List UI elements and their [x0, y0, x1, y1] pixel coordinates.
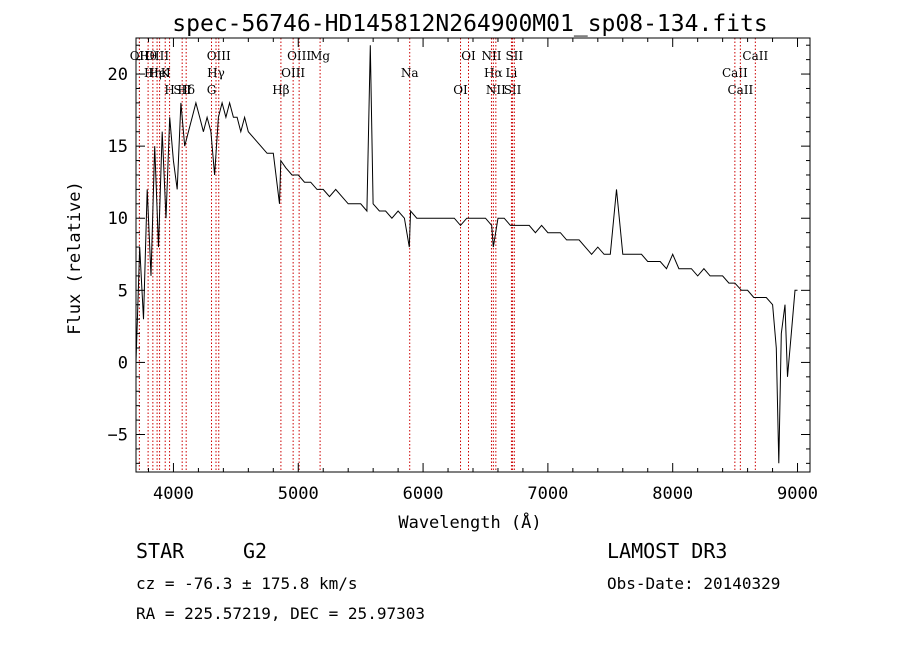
x-tick-label: 7000 — [527, 484, 568, 504]
y-tick-label: 20 — [108, 65, 128, 85]
x-axis-label: Wavelength (Å) — [398, 511, 541, 533]
line-marker-label: NII — [481, 49, 501, 63]
line-marker-label: Hγ — [207, 66, 225, 80]
x-tick-label: 6000 — [403, 484, 444, 504]
line-marker-label: Hη — [144, 66, 162, 80]
y-tick-label: 0 — [118, 353, 128, 373]
line-marker-label: OI — [453, 83, 468, 97]
redshift-info: cz = -76.3 ± 175.8 km/s — [136, 574, 358, 593]
line-marker-label: G — [207, 83, 217, 97]
survey-name: LAMOST DR3 — [607, 539, 727, 563]
y-tick-label: 5 — [118, 281, 128, 301]
line-marker-label: OIII — [281, 66, 305, 80]
line-marker-label: K — [161, 66, 171, 80]
line-marker-label: OIII — [287, 49, 311, 63]
x-tick-label: 9000 — [777, 484, 818, 504]
line-marker-label: CaII — [727, 83, 753, 97]
line-marker-label: SII — [505, 49, 523, 63]
spectral-line-markers: HθKHδOIIHeISIIOIIIHηHOIIIHγGOIIIOIIIHβMg… — [130, 38, 768, 472]
x-tick-label: 5000 — [278, 484, 319, 504]
line-marker-label: OI — [461, 49, 476, 63]
line-marker-label: HeI — [148, 66, 171, 80]
line-marker-label: Li — [506, 66, 518, 80]
line-marker-label: OIII — [145, 49, 169, 63]
y-tick-label: 15 — [108, 137, 128, 157]
x-tick-label: 4000 — [153, 484, 194, 504]
flux-series — [135, 45, 798, 464]
flux-line — [135, 45, 798, 464]
line-marker-label: OII — [130, 49, 150, 63]
line-marker-label: NII — [486, 83, 506, 97]
observation-date: Obs-Date: 20140329 — [607, 574, 780, 593]
chart-title: spec-56746-HD145812N264900M01_sp08-134.f… — [172, 11, 767, 37]
y-axis-label: Flux (relative) — [65, 181, 85, 335]
line-marker-label: Na — [401, 66, 419, 80]
x-tick-label: 8000 — [652, 484, 693, 504]
line-marker-label: CaII — [722, 66, 748, 80]
coordinates: RA = 225.57219, DEC = 25.97303 — [136, 604, 425, 623]
line-marker-label: Hα — [484, 66, 503, 80]
axis-ticks: 4000 5000 6000 7000 8000 9000 −5 0 5 10 15 20 — [108, 38, 818, 504]
line-marker-label: OIII — [207, 49, 231, 63]
line-marker-label: Hβ — [272, 83, 289, 97]
line-marker-label: H — [164, 83, 174, 97]
plot-frame — [135, 37, 811, 473]
line-marker-label: CaII — [742, 49, 768, 63]
line-marker-label: SII — [504, 83, 522, 97]
line-marker-label: Hδ — [177, 83, 195, 97]
object-subclass: G2 — [243, 539, 267, 563]
y-tick-label: 10 — [108, 209, 128, 229]
line-marker-label: SII — [173, 83, 191, 97]
line-marker-label: Mg — [310, 49, 330, 63]
object-class: STAR — [136, 539, 185, 563]
y-tick-label: −5 — [108, 426, 128, 446]
